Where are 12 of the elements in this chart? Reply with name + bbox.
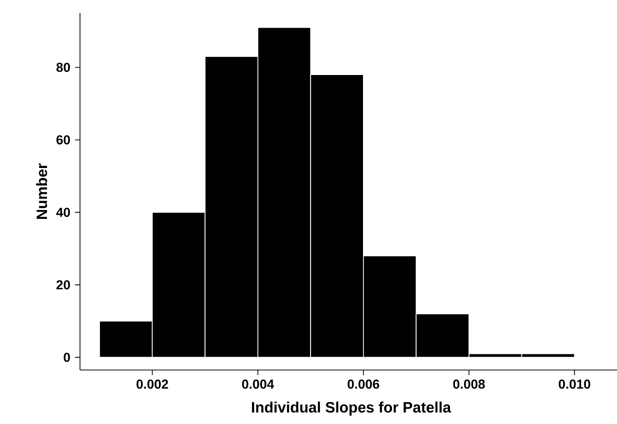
y-tick-label: 40 <box>56 208 70 217</box>
y-axis-title: Number <box>36 163 48 219</box>
y-tick-label: 0 <box>64 352 70 362</box>
y-tick-label: 60 <box>56 135 70 144</box>
x-tick-label: 0.006 <box>348 380 380 389</box>
x-tick-label: 0.010 <box>558 380 590 389</box>
y-tick-label: 20 <box>56 280 70 290</box>
x-tick-label: 0.008 <box>453 380 485 389</box>
x-axis-title: Individual Slopes for Patella <box>252 402 452 416</box>
y-tick-label: 80 <box>56 62 70 72</box>
x-tick-label: 0.004 <box>242 380 274 389</box>
x-tick-label: 0.002 <box>136 380 168 389</box>
